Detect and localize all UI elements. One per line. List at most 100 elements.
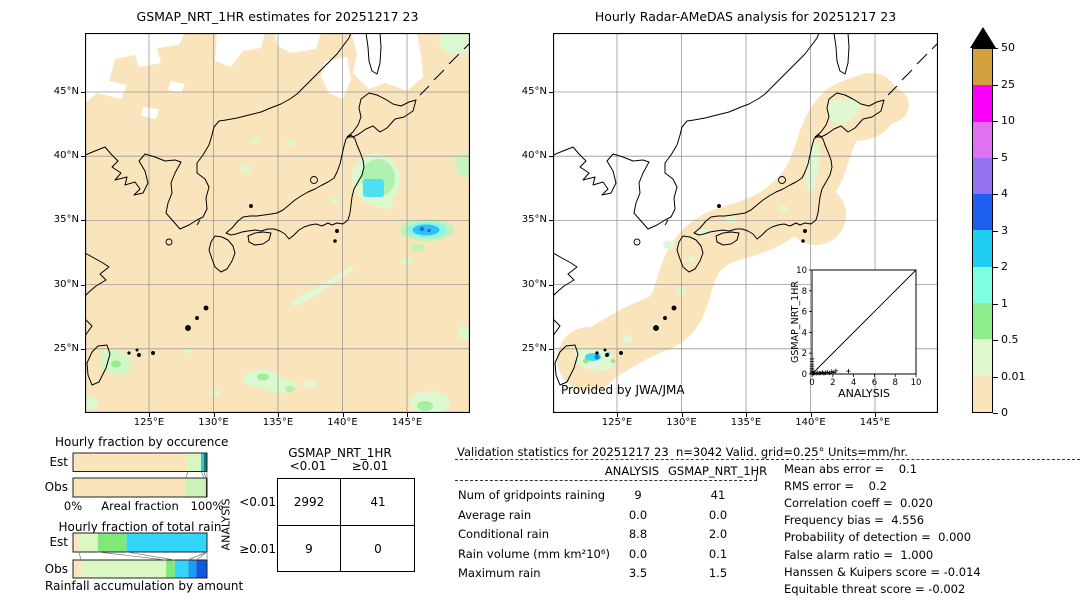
summary-stat-line: Mean abs error = 0.1 <box>784 462 918 476</box>
coastlines <box>553 33 938 386</box>
total-rain-est-label: Est <box>49 535 68 549</box>
y-tick-label: 45°N <box>53 86 79 97</box>
x-tick-mark <box>617 413 618 417</box>
stats-col-analysis: ANALYSIS <box>604 464 660 478</box>
summary-stat-line: Correlation coeff = 0.020 <box>784 496 933 511</box>
contingency-row-label-0: <0.01 <box>239 495 276 509</box>
credit-text: Provided by JWA/JMA <box>561 383 685 397</box>
right-map-title: Hourly Radar-AMeDAS analysis for 2025121… <box>594 9 897 24</box>
stat-label: Average rain <box>458 507 532 522</box>
inset-ticks: 0 2 4 6 8 10 0 2 4 6 8 10 <box>796 266 921 388</box>
y-tick-mark <box>81 156 85 158</box>
y-tick-mark <box>549 92 553 93</box>
colorbar-tick-mark <box>993 413 998 414</box>
colorbar-segment <box>973 230 992 267</box>
y-tick-label: 45°N <box>521 86 547 97</box>
x-tick-label: 125°E <box>601 417 633 428</box>
x-tick-mark <box>213 413 215 417</box>
colorbar-segment <box>973 339 992 376</box>
inset-ylabel: GSMAP_NRT_1HR <box>790 281 801 363</box>
y-tick-mark <box>549 156 553 158</box>
coastlines <box>85 33 470 386</box>
colorbar-segment <box>973 49 992 86</box>
svg-text:10: 10 <box>911 378 922 388</box>
colorbar-segment <box>973 121 992 158</box>
colorbar-tick-mark <box>993 121 998 122</box>
y-tick-mark <box>81 92 85 93</box>
colorbar-tick-mark <box>993 340 998 341</box>
x-tick-mark <box>875 413 876 417</box>
stat-analysis-value: 0.0 <box>628 507 648 522</box>
colorbar-segment <box>973 194 992 231</box>
x-tick-mark <box>407 413 408 417</box>
colorbar-tick-label: 3 <box>1001 223 1008 237</box>
stat-analysis-value: 8.8 <box>628 527 648 542</box>
colorbar-tick-label: 25 <box>1001 77 1015 91</box>
grid-lines <box>85 33 470 413</box>
occurrence-obs-label: Obs <box>44 480 68 494</box>
stats-divider-tick <box>756 475 757 481</box>
x-tick-label: 130°E <box>666 417 697 428</box>
svg-text:6: 6 <box>872 378 877 388</box>
contingency-column-group-label: GSMAP_NRT_1HR <box>288 446 392 460</box>
x-tick-label: 135°E <box>730 417 762 428</box>
left-map-title: GSMAP_NRT_1HR estimates for 20251217 23 <box>136 9 419 24</box>
occurrence-chart-title: Hourly fraction by occurence <box>55 435 229 449</box>
x-tick-mark <box>278 413 279 417</box>
stat-gsmap-value: 2.0 <box>708 527 728 542</box>
stat-gsmap-value: 0.1 <box>708 546 728 561</box>
colorbar-tick-mark <box>993 267 998 268</box>
x-tick-mark <box>746 413 747 417</box>
stat-label: Rain volume (mm km²10⁶) <box>458 546 610 561</box>
contingency-row-group-label: ANALYSIS <box>219 498 233 551</box>
x-tick-label: 130°E <box>198 417 229 428</box>
summary-stat-line: RMS error = 0.2 <box>784 479 887 494</box>
contingency-col-label-0: <0.01 <box>289 459 327 473</box>
inset-xlabel: ANALYSIS <box>838 387 890 400</box>
occurrence-axis-100: 100% <box>190 499 224 513</box>
colorbar-tick-mark <box>993 376 998 378</box>
colorbar-tick-mark <box>993 48 998 49</box>
summary-stat-line: False alarm ratio = 1.000 <box>784 547 934 562</box>
svg-text:6: 6 <box>802 308 807 318</box>
colorbar-tick-label: 0.01 <box>1001 369 1026 383</box>
svg-text:2: 2 <box>802 349 807 359</box>
colorbar-tick-mark <box>993 230 998 232</box>
stat-label: Num of gridpoints raining <box>458 488 606 502</box>
stats-divider-top <box>455 459 1080 460</box>
y-tick-mark <box>549 348 553 350</box>
colorbar-tick-label: 0 <box>1001 406 1008 419</box>
occurrence-axis-0: 0% <box>63 499 83 513</box>
stat-analysis-value: 3.5 <box>628 566 648 581</box>
colorbar-segment <box>973 375 992 412</box>
precip-patches <box>574 97 861 371</box>
svg-text:8: 8 <box>802 287 807 297</box>
stats-divider-header <box>455 480 757 481</box>
y-tick-mark <box>81 348 85 350</box>
stats-rows: Num of gridpoints raining 9 41 Average rain… <box>455 444 775 594</box>
svg-text:4: 4 <box>802 328 807 338</box>
colorbar-tick-label: 0.5 <box>1001 333 1019 346</box>
contingency-table: 2992 41 9 0 <box>277 478 415 572</box>
map-border <box>85 33 470 413</box>
contingency-cell-11: 0 <box>374 542 382 556</box>
y-tick-label: 30°N <box>53 278 79 290</box>
colorbar-tick-mark <box>993 194 998 195</box>
stat-gsmap-value: 0.0 <box>708 507 728 522</box>
summary-stat-line: Probability of detection = 0.000 <box>784 530 972 545</box>
x-tick-label: 125°E <box>133 417 165 428</box>
inset-diagonal <box>811 269 917 375</box>
svg-text:10: 10 <box>796 266 807 276</box>
inset-data-points <box>809 356 851 376</box>
x-tick-mark <box>342 413 344 417</box>
stat-analysis-value: 9 <box>634 488 642 502</box>
summary-stat-line: Hanssen & Kuipers score = -0.014 <box>784 564 981 579</box>
colorbar-tick-mark <box>993 157 998 159</box>
y-tick-label: 35°N <box>53 214 79 226</box>
summary-stats: Mean abs error = 0.1 RMS error = 0.2 Corre… <box>784 462 1080 602</box>
colorbar <box>972 48 993 413</box>
x-tick-mark <box>810 413 812 417</box>
y-tick-mark <box>81 284 85 286</box>
colorbar-overflow-arrow <box>969 27 996 48</box>
